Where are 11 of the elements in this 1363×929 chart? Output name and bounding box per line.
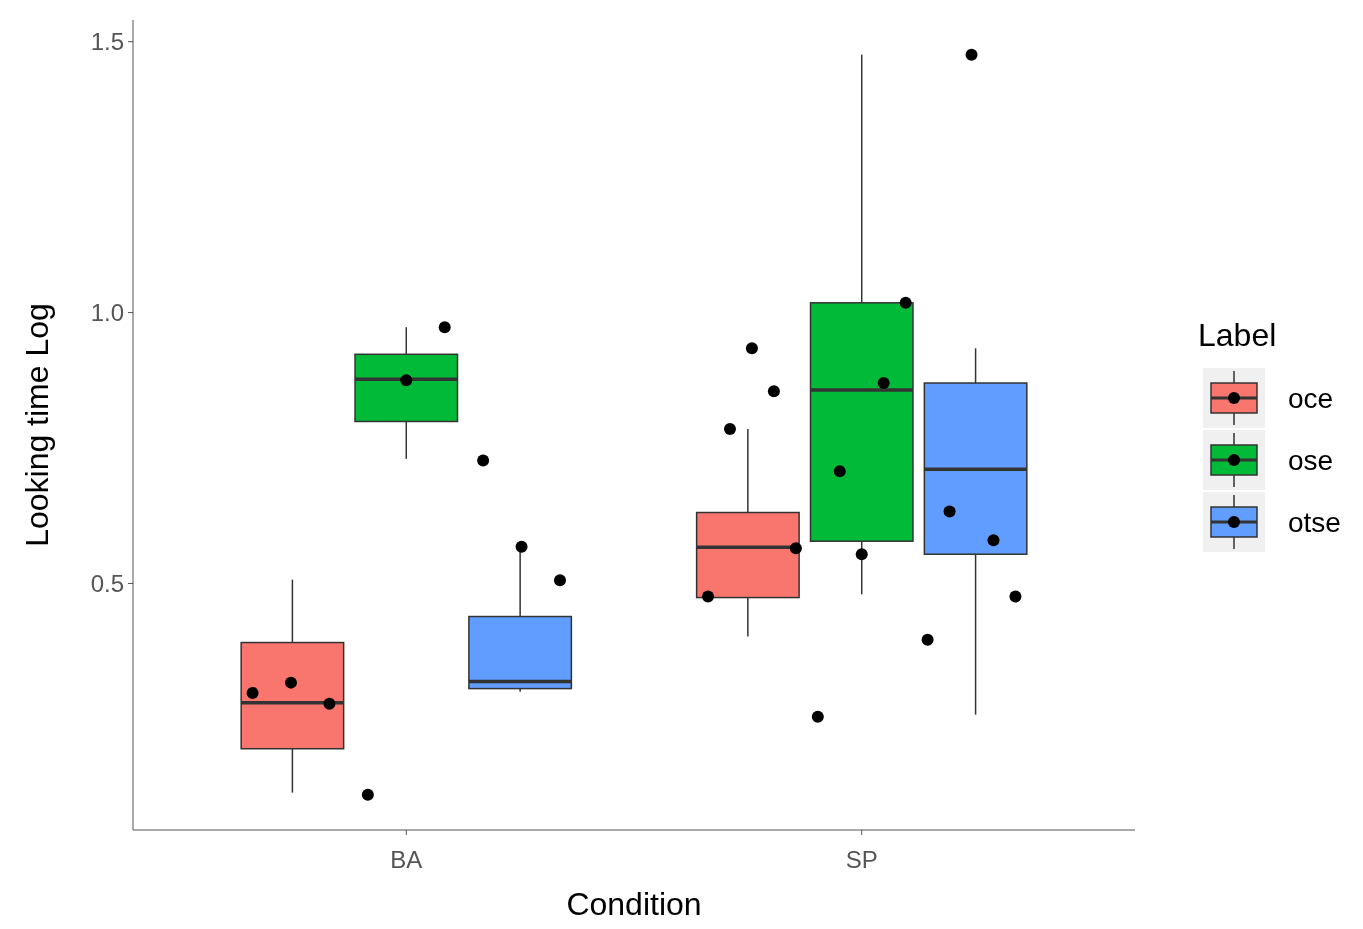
legend-label: otse: [1288, 506, 1341, 538]
y-tick-label: 1.5: [90, 28, 124, 56]
y-tick-label: 0.5: [90, 569, 124, 597]
x-axis-title: Condition: [566, 886, 702, 922]
x-tick-label: BA: [390, 846, 423, 873]
legend-label: oce: [1288, 382, 1334, 414]
x-tick-label: SP: [845, 846, 878, 873]
y-tick-label: 1.0: [90, 298, 124, 326]
legend-label: ose: [1288, 444, 1334, 476]
y-axis-title: Looking time Log: [19, 303, 55, 547]
legend-title: Label: [1198, 317, 1277, 353]
